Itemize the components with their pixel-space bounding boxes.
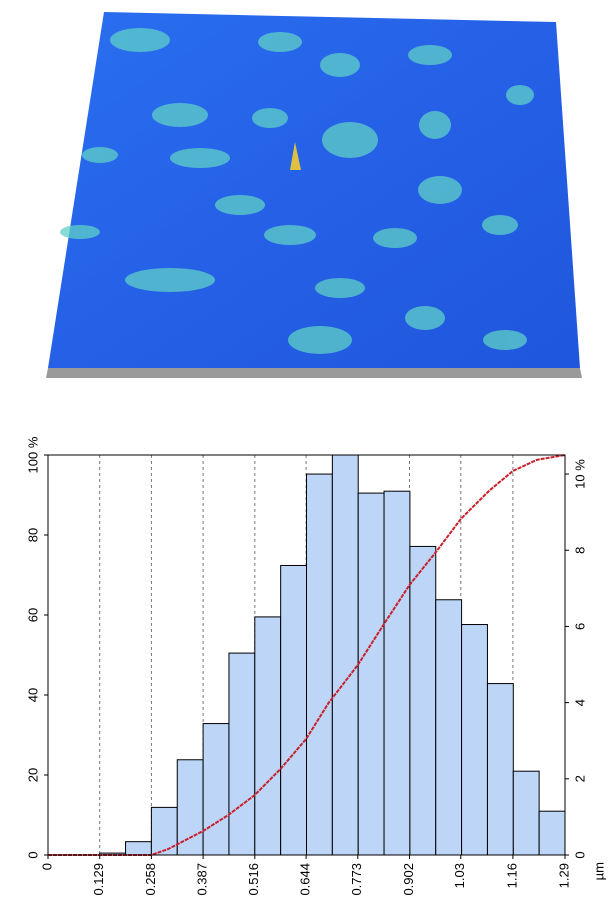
- y-tick-label: 60: [25, 608, 40, 622]
- bar: [461, 624, 488, 856]
- plot-frame: [47, 454, 566, 856]
- y2-tick-label: 6: [572, 623, 587, 630]
- cumulative-line: [48, 454, 566, 856]
- x-tick-label: 0.129: [91, 863, 106, 896]
- x-tick-label: 0.258: [143, 863, 158, 896]
- bar: [228, 652, 256, 856]
- bar: [435, 599, 463, 856]
- bar: [357, 492, 385, 856]
- x-tick-label: 0.773: [349, 863, 364, 896]
- x-tick-label: 0: [39, 863, 54, 870]
- bar: [202, 723, 230, 856]
- bar: [486, 683, 514, 856]
- bar: [176, 759, 204, 856]
- y2-tick-label: 8: [572, 547, 587, 554]
- surface-features: [60, 28, 534, 354]
- x-tick-label: 1.29: [556, 863, 571, 888]
- bar: [538, 810, 566, 856]
- bar: [409, 545, 437, 856]
- bar: [280, 564, 307, 856]
- y-tick-label: 80: [25, 528, 40, 542]
- y2-tick-label: 4: [572, 699, 587, 706]
- bar: [150, 806, 178, 856]
- y-tick-label: 20: [25, 768, 40, 782]
- surface-peak: [290, 142, 301, 170]
- surface-base: [46, 368, 582, 378]
- x-tick-label: 0.644: [298, 863, 313, 896]
- bar: [125, 841, 152, 856]
- y-tick-label: 0: [25, 851, 40, 858]
- bar: [331, 454, 359, 856]
- x-tick-label: 0.387: [195, 863, 210, 896]
- bar: [306, 473, 333, 856]
- surface: [48, 12, 580, 368]
- y2-tick-label: 2: [572, 775, 587, 782]
- y-tick-label: 40: [25, 688, 40, 702]
- bar: [254, 616, 282, 856]
- y2-tick-label: 10 %: [572, 459, 587, 489]
- surface-image: [46, 12, 582, 378]
- y2-tick-label: 0: [572, 851, 587, 858]
- x-tick-label: 1.03: [452, 863, 467, 888]
- x-axis-label: µm: [591, 862, 606, 880]
- x-tick-label: 1.16: [504, 863, 519, 888]
- x-tick-label: 0.902: [401, 863, 416, 896]
- x-tick-label: 0.516: [246, 863, 261, 896]
- plot: 0 0.129 0.258 0.387 0.516 0.644 0.773 0.902 1.03…: [25, 436, 587, 895]
- y-tick-label: 100 %: [25, 436, 40, 473]
- bar: [383, 490, 411, 856]
- bar: [512, 770, 540, 856]
